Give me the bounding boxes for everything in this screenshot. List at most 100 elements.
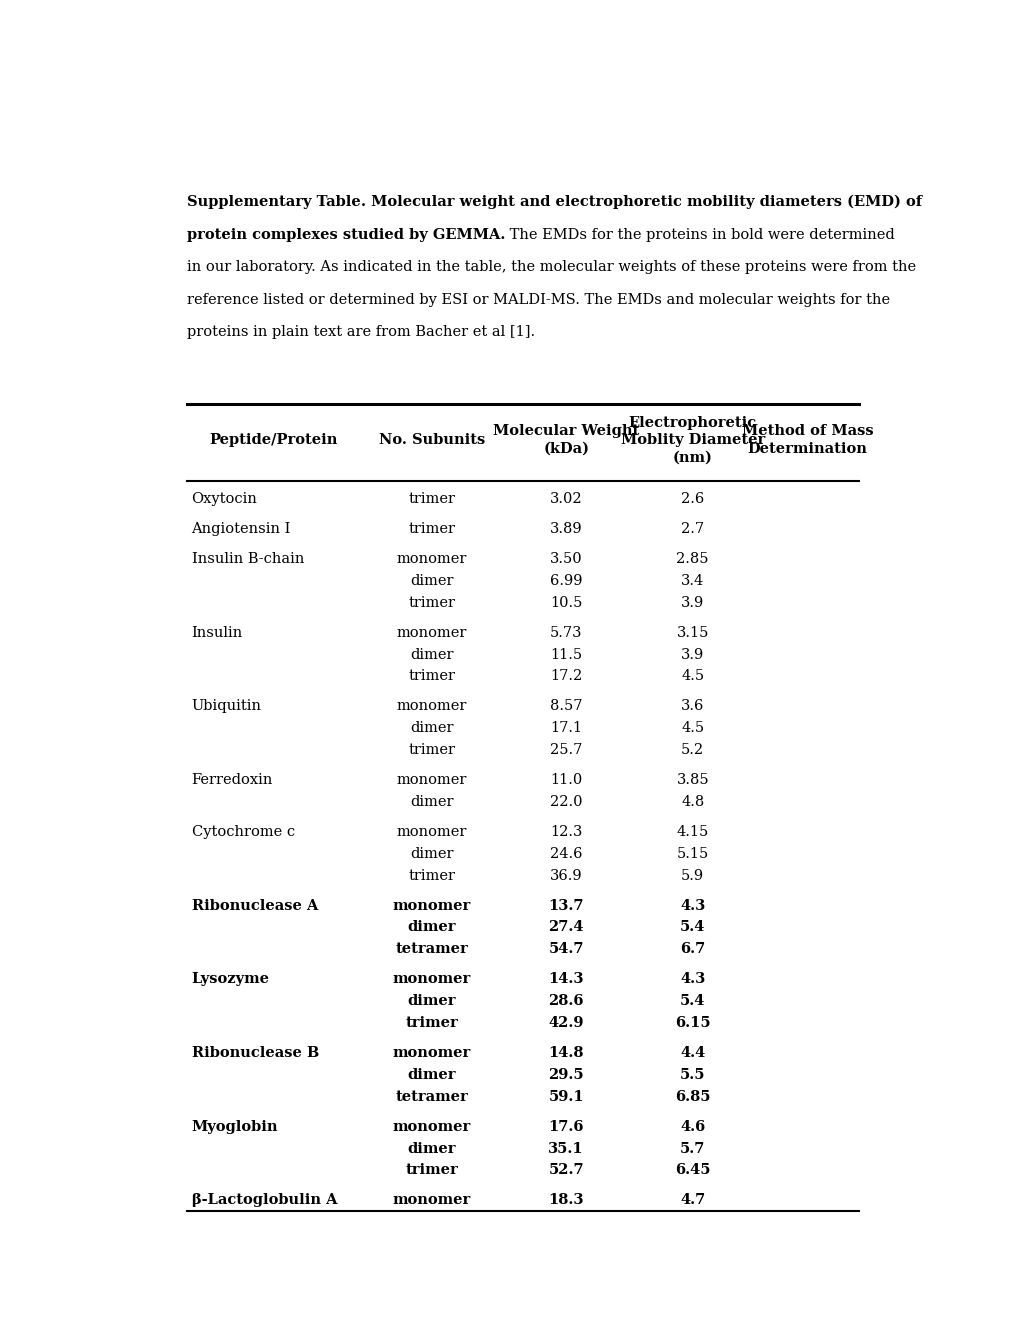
Text: 6.45: 6.45 bbox=[675, 1163, 710, 1177]
Text: monomer: monomer bbox=[396, 700, 467, 713]
Text: 4.3: 4.3 bbox=[680, 973, 705, 986]
Text: 4.5: 4.5 bbox=[681, 669, 703, 684]
Text: 22.0: 22.0 bbox=[549, 795, 582, 809]
Text: tetramer: tetramer bbox=[395, 942, 468, 956]
Text: 5.4: 5.4 bbox=[680, 920, 705, 935]
Text: 2.85: 2.85 bbox=[676, 552, 708, 566]
Text: dimer: dimer bbox=[410, 721, 453, 735]
Text: 4.15: 4.15 bbox=[676, 825, 708, 840]
Text: 3.9: 3.9 bbox=[681, 595, 704, 610]
Text: 5.73: 5.73 bbox=[549, 626, 582, 640]
Text: Myoglobin: Myoglobin bbox=[192, 1119, 278, 1134]
Text: 59.1: 59.1 bbox=[548, 1090, 584, 1104]
Text: The EMDs for the proteins in bold were determined: The EMDs for the proteins in bold were d… bbox=[504, 227, 894, 242]
Text: proteins in plain text are from Bacher et al [1].: proteins in plain text are from Bacher e… bbox=[186, 325, 534, 339]
Text: Molecular Weight
(kDa): Molecular Weight (kDa) bbox=[492, 424, 639, 455]
Text: 36.9: 36.9 bbox=[549, 869, 582, 883]
Text: . Molecular weight and electrophoretic mobility diameters (EMD) of: . Molecular weight and electrophoretic m… bbox=[360, 195, 921, 210]
Text: trimer: trimer bbox=[408, 669, 454, 684]
Text: 6.99: 6.99 bbox=[549, 574, 582, 587]
Text: tetramer: tetramer bbox=[395, 1090, 468, 1104]
Text: trimer: trimer bbox=[406, 1016, 458, 1030]
Text: Lysozyme: Lysozyme bbox=[192, 973, 269, 986]
Text: 3.6: 3.6 bbox=[681, 700, 704, 713]
Text: 2.6: 2.6 bbox=[681, 492, 704, 506]
Text: trimer: trimer bbox=[408, 869, 454, 883]
Text: Method of Mass
Determination: Method of Mass Determination bbox=[741, 424, 872, 455]
Text: 10.5: 10.5 bbox=[549, 595, 582, 610]
Text: dimer: dimer bbox=[408, 1142, 455, 1155]
Text: dimer: dimer bbox=[408, 920, 455, 935]
Text: 25.7: 25.7 bbox=[549, 743, 582, 758]
Text: Oxytocin: Oxytocin bbox=[192, 492, 257, 506]
Text: No. Subunits: No. Subunits bbox=[378, 433, 484, 447]
Text: monomer: monomer bbox=[396, 825, 467, 840]
Text: 3.89: 3.89 bbox=[549, 521, 582, 536]
Text: Electrophoretic
Moblity Diameter
(nm): Electrophoretic Moblity Diameter (nm) bbox=[620, 416, 764, 465]
Text: 3.02: 3.02 bbox=[549, 492, 582, 506]
Text: 5.4: 5.4 bbox=[680, 994, 705, 1008]
Text: 35.1: 35.1 bbox=[548, 1142, 584, 1155]
Text: dimer: dimer bbox=[410, 795, 453, 809]
Text: trimer: trimer bbox=[408, 595, 454, 610]
Text: 6.7: 6.7 bbox=[680, 942, 705, 956]
Text: dimer: dimer bbox=[410, 847, 453, 861]
Text: 5.2: 5.2 bbox=[681, 743, 703, 758]
Text: 12.3: 12.3 bbox=[549, 825, 582, 840]
Text: reference listed or determined by ESI or MALDI-MS. The EMDs and molecular weight: reference listed or determined by ESI or… bbox=[186, 293, 889, 306]
Text: 17.2: 17.2 bbox=[549, 669, 582, 684]
Text: Ubiquitin: Ubiquitin bbox=[192, 700, 261, 713]
Text: in our laboratory. As indicated in the table, the molecular weights of these pro: in our laboratory. As indicated in the t… bbox=[186, 260, 915, 275]
Text: monomer: monomer bbox=[396, 552, 467, 566]
Text: 11.5: 11.5 bbox=[549, 648, 582, 661]
Text: trimer: trimer bbox=[408, 492, 454, 506]
Text: Angiotensin I: Angiotensin I bbox=[192, 521, 290, 536]
Text: 4.6: 4.6 bbox=[680, 1119, 705, 1134]
Text: Ribonuclease A: Ribonuclease A bbox=[192, 899, 318, 912]
Text: Cytochrome c: Cytochrome c bbox=[192, 825, 294, 840]
Text: 27.4: 27.4 bbox=[548, 920, 584, 935]
Text: 6.85: 6.85 bbox=[675, 1090, 710, 1104]
Text: 17.6: 17.6 bbox=[548, 1119, 584, 1134]
Text: 14.3: 14.3 bbox=[548, 973, 584, 986]
Text: 3.15: 3.15 bbox=[676, 626, 708, 640]
Text: 5.7: 5.7 bbox=[680, 1142, 705, 1155]
Text: monomer: monomer bbox=[392, 899, 471, 912]
Text: 28.6: 28.6 bbox=[548, 994, 584, 1008]
Text: Insulin B-chain: Insulin B-chain bbox=[192, 552, 304, 566]
Text: 4.7: 4.7 bbox=[680, 1193, 705, 1208]
Text: dimer: dimer bbox=[410, 648, 453, 661]
Text: Peptide/Protein: Peptide/Protein bbox=[209, 433, 337, 447]
Text: Ribonuclease B: Ribonuclease B bbox=[192, 1045, 319, 1060]
Text: 5.15: 5.15 bbox=[676, 847, 708, 861]
Text: 14.8: 14.8 bbox=[548, 1045, 584, 1060]
Text: 5.9: 5.9 bbox=[681, 869, 703, 883]
Text: trimer: trimer bbox=[408, 521, 454, 536]
Text: trimer: trimer bbox=[406, 1163, 458, 1177]
Text: 3.85: 3.85 bbox=[676, 774, 708, 787]
Text: 13.7: 13.7 bbox=[548, 899, 584, 912]
Text: 6.15: 6.15 bbox=[675, 1016, 710, 1030]
Text: 54.7: 54.7 bbox=[548, 942, 584, 956]
Text: 42.9: 42.9 bbox=[548, 1016, 584, 1030]
Text: protein complexes studied by GEMMA.: protein complexes studied by GEMMA. bbox=[186, 227, 504, 242]
Text: 29.5: 29.5 bbox=[548, 1068, 584, 1082]
Text: β-Lactoglobulin A: β-Lactoglobulin A bbox=[192, 1193, 336, 1208]
Text: 18.3: 18.3 bbox=[548, 1193, 584, 1208]
Text: 4.4: 4.4 bbox=[680, 1045, 705, 1060]
Text: monomer: monomer bbox=[396, 626, 467, 640]
Text: dimer: dimer bbox=[408, 1068, 455, 1082]
Text: Insulin: Insulin bbox=[192, 626, 243, 640]
Text: 8.57: 8.57 bbox=[549, 700, 582, 713]
Text: 2.7: 2.7 bbox=[681, 521, 703, 536]
Text: trimer: trimer bbox=[408, 743, 454, 758]
Text: monomer: monomer bbox=[396, 774, 467, 787]
Text: 3.50: 3.50 bbox=[549, 552, 582, 566]
Text: 3.9: 3.9 bbox=[681, 648, 704, 661]
Text: 3.4: 3.4 bbox=[681, 574, 704, 587]
Text: 17.1: 17.1 bbox=[549, 721, 582, 735]
Text: 24.6: 24.6 bbox=[549, 847, 582, 861]
Text: Supplementary Table: Supplementary Table bbox=[186, 195, 360, 209]
Text: monomer: monomer bbox=[392, 973, 471, 986]
Text: 11.0: 11.0 bbox=[549, 774, 582, 787]
